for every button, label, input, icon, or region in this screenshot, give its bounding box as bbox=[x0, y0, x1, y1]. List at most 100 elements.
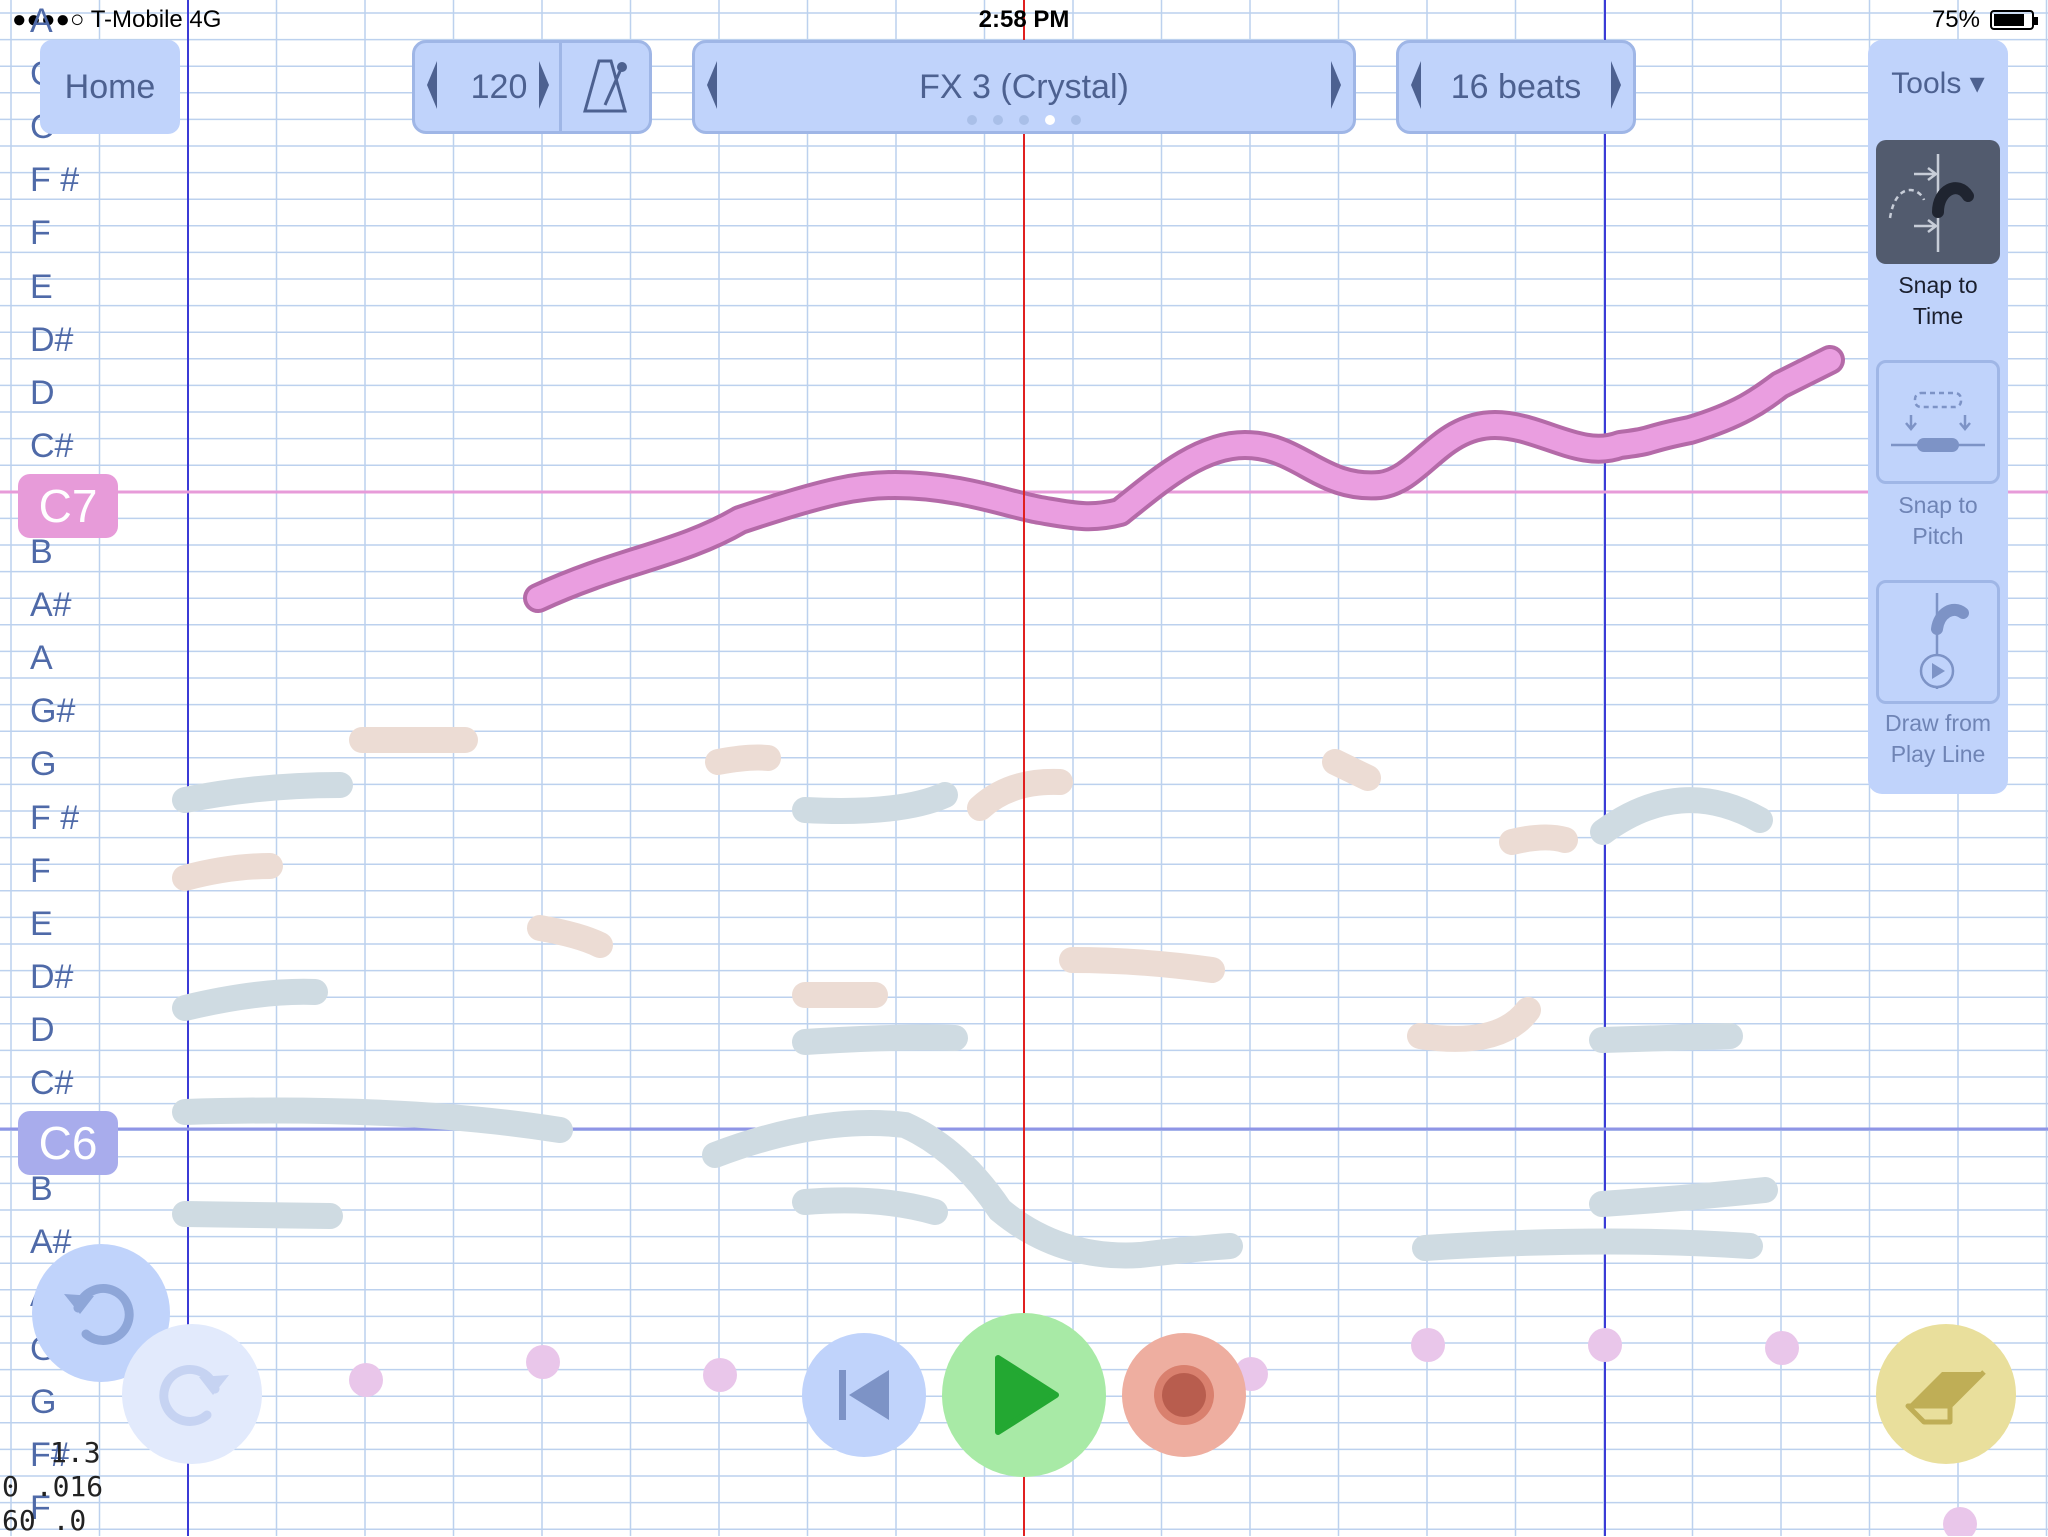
pitch-label: E bbox=[30, 904, 53, 943]
home-button[interactable]: Home bbox=[40, 40, 180, 134]
snap-to-time-button[interactable] bbox=[1876, 140, 2000, 264]
instrument-next-button[interactable] bbox=[1331, 61, 1341, 109]
pitch-label: F bbox=[30, 851, 51, 890]
instrument-page-dots bbox=[695, 115, 1353, 125]
home-button-label: Home bbox=[64, 67, 156, 106]
pitch-label: F# bbox=[30, 1435, 70, 1474]
beat-dot bbox=[703, 1358, 737, 1392]
faded-stroke bbox=[792, 782, 958, 824]
tempo-control: 120 bbox=[412, 40, 652, 134]
beat-dot bbox=[1943, 1507, 1977, 1536]
pitch-label: E bbox=[30, 267, 53, 306]
pitch-label: B bbox=[30, 1170, 53, 1209]
faded-stroke bbox=[1589, 1023, 1743, 1053]
snap-to-pitch-button[interactable] bbox=[1876, 360, 2000, 484]
faded-stroke bbox=[172, 1097, 573, 1143]
snap-to-time-label: Snap to Time bbox=[1898, 272, 1978, 329]
tools-dropdown[interactable]: Tools ▾ bbox=[1891, 67, 1985, 100]
faded-stroke bbox=[1589, 1177, 1778, 1217]
length-decrease-button[interactable] bbox=[1411, 61, 1421, 109]
length-value: 16 beats bbox=[1450, 67, 1582, 106]
eraser-icon bbox=[1905, 1370, 1986, 1425]
faded-stroke bbox=[702, 1110, 1243, 1269]
faded-stroke bbox=[967, 768, 1073, 821]
tempo-decrease-button[interactable] bbox=[427, 61, 437, 109]
redo-button[interactable] bbox=[122, 1324, 262, 1464]
faded-stroke bbox=[1059, 947, 1225, 983]
beat-dot bbox=[349, 1363, 383, 1397]
pitch-label: A bbox=[30, 2, 53, 40]
record-icon bbox=[1154, 1365, 1214, 1425]
pitch-label: C# bbox=[30, 1064, 74, 1102]
faded-stroke bbox=[1412, 1228, 1763, 1261]
c6-badge: C6 bbox=[18, 1111, 118, 1176]
pitch-label: G bbox=[30, 1382, 57, 1421]
page-dot bbox=[1071, 115, 1081, 125]
debug-line-2: 0 .016 bbox=[2, 1470, 104, 1503]
debug-line-1: 1.3 bbox=[50, 1436, 101, 1469]
faded-stroke bbox=[1590, 787, 1773, 845]
pitch-label: D bbox=[30, 1010, 55, 1049]
pitch-label: D bbox=[30, 373, 55, 412]
faded-stroke bbox=[172, 772, 353, 813]
faded-stroke bbox=[792, 1024, 968, 1055]
play-icon bbox=[995, 1355, 1059, 1435]
faded-stroke bbox=[1322, 749, 1381, 791]
tempo-divider bbox=[559, 43, 562, 131]
faded-stroke bbox=[1499, 824, 1578, 855]
faded-stroke bbox=[172, 853, 283, 891]
pitch-label: G# bbox=[30, 692, 76, 731]
length-control[interactable]: 16 beats bbox=[1396, 40, 1636, 134]
active-note-stroke-border bbox=[523, 345, 1845, 613]
page-dot bbox=[993, 115, 1003, 125]
pitch-label: F # bbox=[30, 161, 80, 200]
faded-stroke bbox=[792, 1187, 948, 1225]
record-button[interactable] bbox=[1122, 1333, 1246, 1457]
instrument-selector[interactable]: FX 3 (Crystal) bbox=[692, 40, 1356, 134]
play-button[interactable] bbox=[942, 1313, 1106, 1477]
status-bar: ●●●●○ T-Mobile 4G 2:58 PM 75% bbox=[0, 0, 2048, 40]
pitch-label: F bbox=[30, 1488, 51, 1527]
pitch-label: D# bbox=[30, 957, 74, 996]
faded-strokes bbox=[172, 727, 1778, 1269]
faded-stroke bbox=[1407, 997, 1541, 1052]
pitch-label: C# bbox=[30, 426, 74, 465]
instrument-name: FX 3 (Crystal) bbox=[919, 67, 1129, 106]
snap-to-pitch-label: Snap to Pitch bbox=[1898, 492, 1978, 549]
page-dot bbox=[967, 115, 977, 125]
active-note-stroke bbox=[527, 349, 1841, 609]
snap-to-pitch-icon bbox=[1891, 391, 1985, 452]
length-increase-button[interactable] bbox=[1611, 61, 1621, 109]
eraser-button[interactable] bbox=[1876, 1324, 2016, 1464]
instrument-prev-button[interactable] bbox=[707, 61, 717, 109]
tempo-value[interactable]: 120 bbox=[470, 67, 528, 106]
status-time: 2:58 PM bbox=[978, 6, 1070, 33]
undo-icon bbox=[64, 1283, 134, 1345]
faded-stroke bbox=[172, 978, 328, 1021]
battery-percent: 75% bbox=[1931, 6, 1980, 33]
battery-status: 75% bbox=[1931, 6, 2038, 34]
draw-from-play-line-button[interactable] bbox=[1876, 580, 2000, 704]
pitch-label: F bbox=[30, 214, 51, 253]
faded-stroke bbox=[705, 744, 781, 775]
faded-stroke bbox=[172, 1201, 343, 1229]
rewind-button[interactable] bbox=[802, 1333, 926, 1457]
carrier-signal: ●●●●○ T-Mobile 4G bbox=[12, 6, 222, 33]
tempo-increase-button[interactable] bbox=[539, 61, 549, 109]
battery-icon bbox=[1990, 10, 2038, 30]
debug-line-3: 60 .0 bbox=[2, 1504, 87, 1537]
pitch-label: G bbox=[30, 745, 57, 784]
pitch-label: F # bbox=[30, 798, 80, 837]
pitch-label: A# bbox=[30, 586, 72, 625]
beat-dot bbox=[1765, 1331, 1799, 1365]
snap-to-time-icon bbox=[1888, 154, 1974, 252]
draw-from-play-line-icon bbox=[1919, 593, 1969, 689]
metronome-icon[interactable] bbox=[575, 55, 635, 126]
beat-dot bbox=[1411, 1328, 1445, 1362]
pitch-label: B bbox=[30, 533, 53, 571]
beat-dot bbox=[1588, 1328, 1622, 1362]
rewind-icon bbox=[839, 1370, 889, 1420]
pitch-label: D# bbox=[30, 320, 74, 359]
tools-panel: Tools ▾ Snap to Time Snap to Pitch Draw … bbox=[1868, 40, 2008, 794]
